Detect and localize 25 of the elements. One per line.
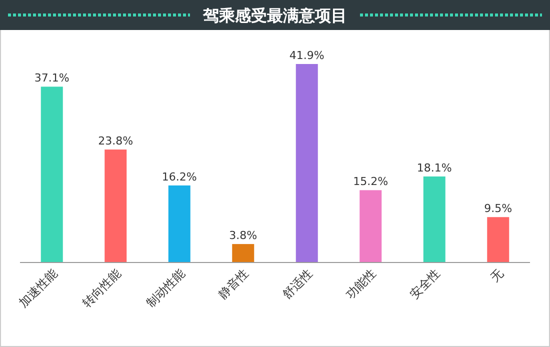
bar: [232, 244, 254, 262]
x-tick-label: 制动性能: [144, 266, 188, 310]
data-label: 37.1%: [34, 72, 70, 85]
data-label: 15.2%: [353, 175, 388, 188]
bar: [168, 185, 190, 262]
x-tick-label: 舒适性: [280, 266, 315, 302]
data-label: 18.1%: [416, 161, 452, 174]
data-label: 23.8%: [98, 134, 134, 148]
x-tick-label: 功能性: [343, 266, 379, 302]
bar: [423, 176, 446, 262]
x-tick-label: 转向性能: [80, 266, 124, 310]
x-tick-label: 无: [488, 266, 506, 285]
x-tick-label: 加速性能: [16, 266, 60, 310]
bar: [296, 64, 318, 262]
chart-title: 驾乘感受最满意项目: [202, 6, 347, 25]
bar: [40, 86, 63, 262]
x-tick-label: 安全性: [407, 266, 442, 302]
data-label: 3.8%: [229, 229, 258, 242]
bar: [104, 150, 127, 262]
bar: [360, 190, 382, 262]
data-label: 41.9%: [289, 49, 324, 62]
x-tick-label: 静音性: [216, 266, 252, 302]
data-label: 16.2%: [162, 170, 197, 184]
bar: [487, 217, 510, 262]
data-label: 9.5%: [484, 202, 512, 216]
